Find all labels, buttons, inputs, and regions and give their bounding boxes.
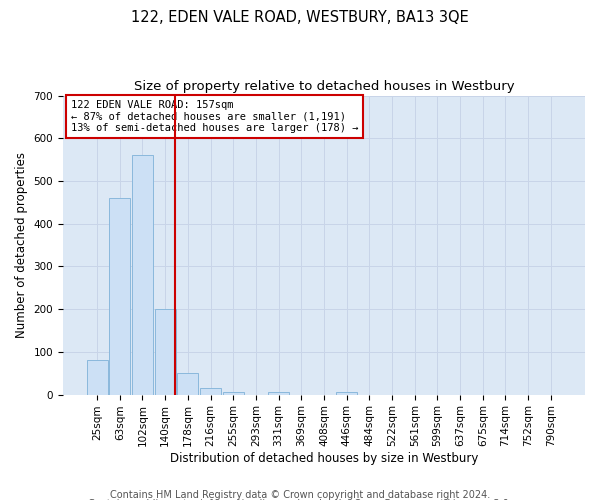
Bar	[336, 392, 357, 394]
Text: Contains HM Land Registry data © Crown copyright and database right 2024.: Contains HM Land Registry data © Crown c…	[110, 490, 490, 500]
Bar	[178, 373, 198, 394]
Text: Contains public sector information licensed under the Open Government Licence v3: Contains public sector information licen…	[88, 499, 512, 500]
Y-axis label: Number of detached properties: Number of detached properties	[15, 152, 28, 338]
Title: Size of property relative to detached houses in Westbury: Size of property relative to detached ho…	[134, 80, 514, 93]
Text: 122 EDEN VALE ROAD: 157sqm
← 87% of detached houses are smaller (1,191)
13% of s: 122 EDEN VALE ROAD: 157sqm ← 87% of deta…	[71, 100, 358, 133]
Bar	[200, 388, 221, 394]
X-axis label: Distribution of detached houses by size in Westbury: Distribution of detached houses by size …	[170, 452, 478, 465]
Bar	[132, 156, 153, 394]
Bar	[86, 360, 107, 394]
Bar	[223, 392, 244, 394]
Text: 122, EDEN VALE ROAD, WESTBURY, BA13 3QE: 122, EDEN VALE ROAD, WESTBURY, BA13 3QE	[131, 10, 469, 25]
Bar	[109, 198, 130, 394]
Bar	[268, 392, 289, 394]
Bar	[155, 309, 176, 394]
